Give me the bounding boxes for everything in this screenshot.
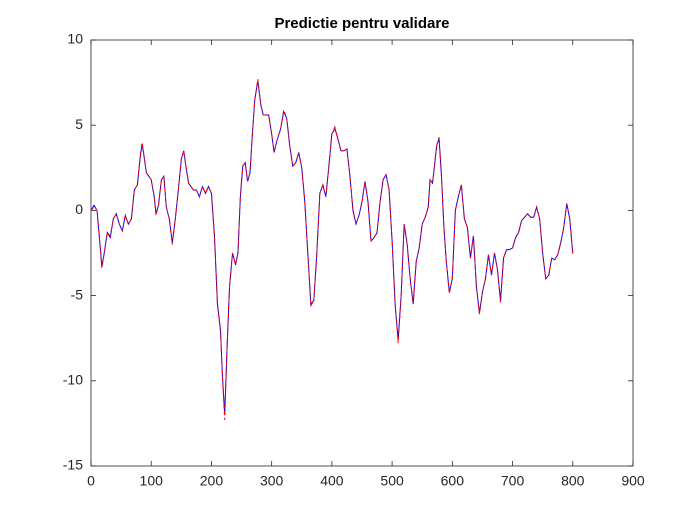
- y-tick-label: 10: [67, 31, 83, 47]
- x-tick-label: 100: [140, 473, 164, 489]
- y-tick-label: -15: [63, 457, 83, 473]
- x-tick-label: 200: [200, 473, 224, 489]
- x-tick-label: 600: [441, 473, 465, 489]
- x-tick-label: 700: [501, 473, 525, 489]
- y-tick-label: 0: [75, 201, 83, 217]
- x-tick-label: 0: [87, 473, 95, 489]
- x-tick-label: 500: [380, 473, 404, 489]
- x-tick-label: 900: [621, 473, 645, 489]
- y-tick-label: -5: [71, 286, 84, 302]
- x-tick-label: 800: [561, 473, 585, 489]
- data-line: [90, 79, 574, 421]
- plot-frame: [90, 39, 634, 467]
- chart-title: Predictie pentru validare: [274, 15, 449, 32]
- x-tick-label: 400: [320, 473, 344, 489]
- x-tick-label: 300: [260, 473, 284, 489]
- y-tick-label: 5: [75, 116, 83, 132]
- y-tick-label: -10: [63, 372, 83, 388]
